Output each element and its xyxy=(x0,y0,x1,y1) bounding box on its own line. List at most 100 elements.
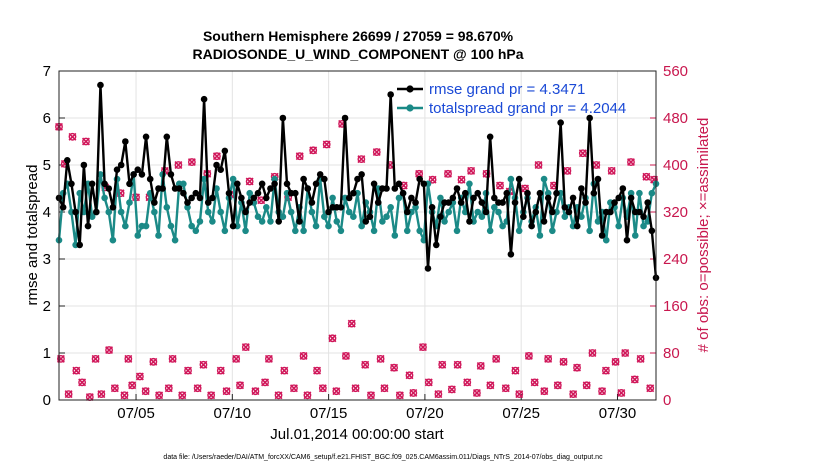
spread-point xyxy=(615,222,622,230)
obs-marker xyxy=(607,166,616,175)
rmse-point xyxy=(478,199,486,206)
obs-possible-circle xyxy=(486,381,495,390)
obs-marker xyxy=(289,384,298,393)
rmse-point xyxy=(80,161,88,169)
obs-possible-circle xyxy=(372,148,381,156)
obs-assimilated-cross xyxy=(222,387,231,396)
obs-marker xyxy=(193,384,202,393)
obs-assimilated-cross xyxy=(534,161,543,169)
obs-assimilated-cross xyxy=(120,391,129,400)
obs-marker xyxy=(559,357,568,366)
obs-assimilated-cross xyxy=(521,184,530,193)
obs-marker xyxy=(236,381,244,390)
obs-marker xyxy=(78,378,87,387)
spread-point xyxy=(204,208,212,216)
spread-point xyxy=(648,189,656,197)
spread-point xyxy=(594,218,602,225)
spread-point xyxy=(308,208,316,216)
obs-assimilated-cross xyxy=(251,387,260,396)
obs-possible-circle xyxy=(434,390,443,399)
obs-possible-circle xyxy=(553,381,562,390)
spread-point xyxy=(142,222,150,230)
obs-marker xyxy=(621,349,630,357)
x-tick-label: 07/05 xyxy=(117,405,155,422)
obs-assimilated-cross xyxy=(351,384,360,393)
y-tick-label: 1 xyxy=(43,345,51,362)
rmse-point xyxy=(416,175,423,183)
rmse-point xyxy=(457,199,465,206)
obs-marker xyxy=(141,387,150,396)
obs-possible-circle xyxy=(444,169,452,178)
obs-marker xyxy=(135,372,144,381)
spread-point xyxy=(258,218,266,225)
obs-assimilated-cross xyxy=(372,148,381,157)
rmse-point xyxy=(134,166,142,173)
obs-marker xyxy=(318,384,327,393)
x-axis-ticks: 07/05 07/10 07/15 07/20 07/25 07/30 xyxy=(117,394,636,422)
rmse-point xyxy=(76,241,84,249)
rmse-point xyxy=(308,199,316,206)
obs-marker xyxy=(588,349,597,357)
rmse-point xyxy=(453,185,461,192)
spread-point xyxy=(466,180,473,188)
obs-assimilated-cross xyxy=(309,146,318,155)
obs-possible-circle xyxy=(299,352,308,360)
obs-possible-circle xyxy=(168,354,177,363)
obs-possible-circle xyxy=(611,357,620,366)
obs-assimilated-cross xyxy=(419,343,427,352)
spread-point xyxy=(109,236,117,244)
rmse-point xyxy=(354,175,361,183)
obs-assimilated-cross xyxy=(313,366,322,375)
obs-marker xyxy=(553,381,562,390)
obs-possible-circle xyxy=(409,389,418,397)
obs-possible-circle xyxy=(232,354,241,363)
obs-possible-circle xyxy=(328,334,337,343)
obs-assimilated-cross xyxy=(453,360,462,369)
obs-marker xyxy=(68,132,77,141)
obs-marker xyxy=(611,357,620,366)
rmse-point xyxy=(387,91,394,98)
obs-marker xyxy=(424,378,433,387)
rmse-point xyxy=(482,208,490,216)
obs-possible-circle xyxy=(68,132,77,141)
obs-marker xyxy=(110,384,119,393)
obs-assimilated-cross xyxy=(361,360,370,369)
obs-possible-circle xyxy=(511,366,520,375)
spread-point xyxy=(370,227,378,235)
spread-point xyxy=(337,227,345,235)
rmse-point xyxy=(316,171,324,178)
obs-marker xyxy=(280,366,289,375)
obs-marker xyxy=(626,158,635,167)
obs-assimilated-cross xyxy=(124,354,133,363)
rmse-point xyxy=(640,213,647,220)
rmse-point xyxy=(648,227,656,235)
obs-marker xyxy=(199,360,208,369)
rmse-point xyxy=(520,213,527,220)
obs-assimilated-cross xyxy=(212,152,221,161)
obs-marker xyxy=(457,175,466,184)
obs-marker xyxy=(419,343,427,352)
spread-point xyxy=(358,222,365,230)
spread-point xyxy=(412,204,419,211)
rmse-point xyxy=(524,189,531,197)
spread-point xyxy=(445,208,453,216)
obs-marker xyxy=(174,161,183,169)
rmse-point xyxy=(578,185,585,192)
spread-point xyxy=(478,213,486,220)
obs-assimilated-cross xyxy=(476,361,485,370)
rmse-point xyxy=(598,232,606,239)
obs-marker xyxy=(357,155,366,164)
rmse-point xyxy=(146,175,154,183)
obs-possible-circle xyxy=(193,384,202,393)
obs-marker xyxy=(601,366,610,375)
obs-marker xyxy=(187,158,196,167)
spread-point xyxy=(321,213,328,220)
obs-assimilated-cross xyxy=(332,387,341,396)
spread-point xyxy=(499,222,506,230)
spread-point xyxy=(242,227,249,235)
legend-spread-marker xyxy=(406,104,414,112)
spread-point xyxy=(453,227,461,235)
rmse-point xyxy=(341,114,349,122)
obs-possible-circle xyxy=(563,166,572,175)
spread-point xyxy=(333,218,341,225)
